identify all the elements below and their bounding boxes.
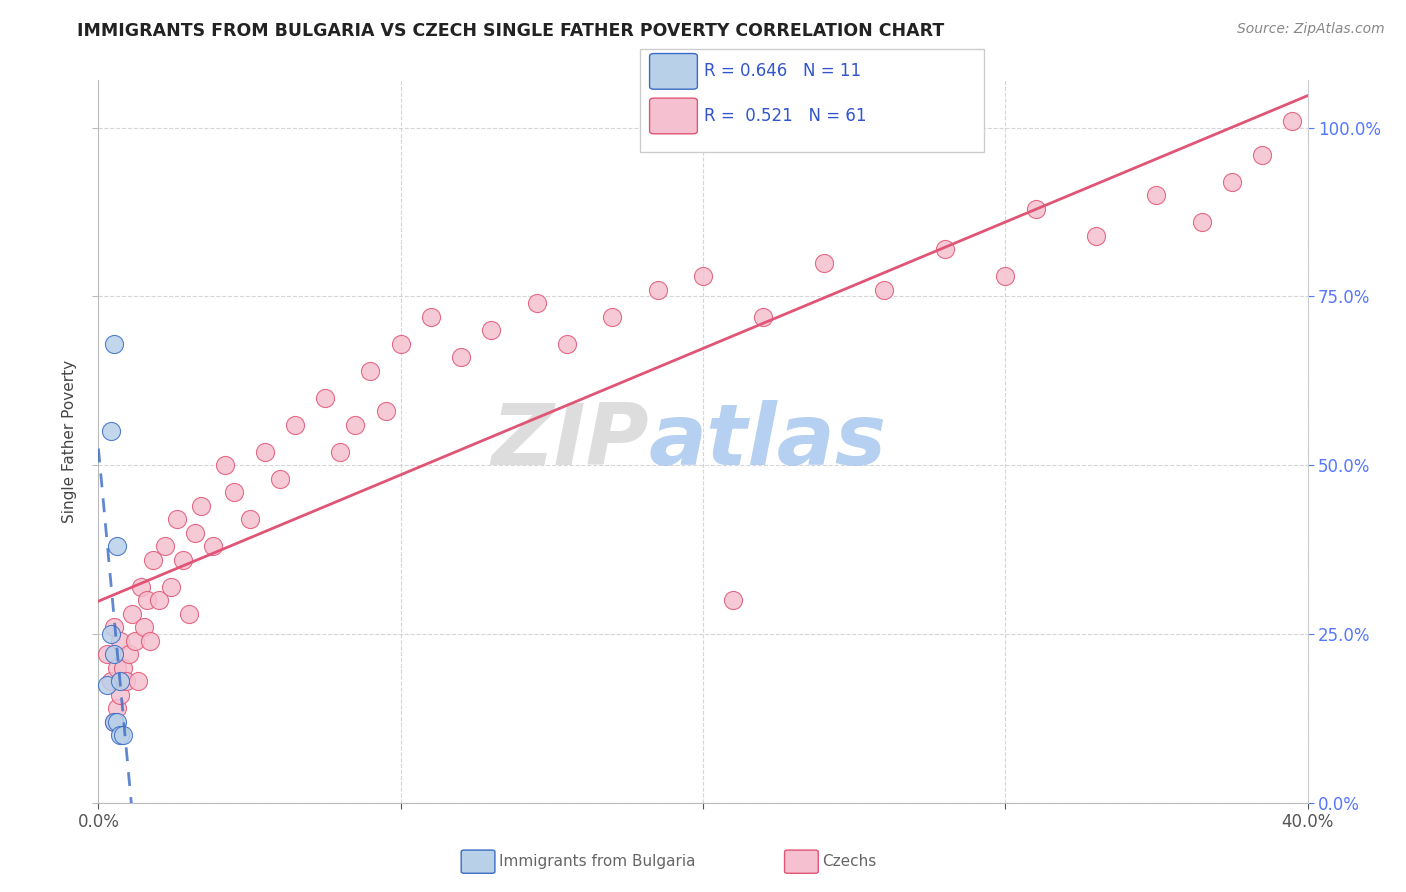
Point [450,350,472,364]
Point [934,242,956,256]
Point [269,472,291,486]
Point [103,647,125,661]
Point [108,688,131,702]
Text: IMMIGRANTS FROM BULGARIA VS CZECH SINGLE FATHER POVERTY CORRELATION CHART: IMMIGRANTS FROM BULGARIA VS CZECH SINGLE… [77,22,945,40]
Point [108,633,131,648]
Point [1024,202,1046,216]
Point [1220,175,1243,189]
Point [105,661,128,675]
Point [100,425,122,439]
Point [108,674,131,689]
Point [224,485,246,500]
Point [389,336,412,351]
Point [813,255,835,269]
Text: ZIP: ZIP [491,400,648,483]
Point [103,336,125,351]
Point [752,310,775,324]
Text: R =  0.521   N = 61: R = 0.521 N = 61 [704,107,868,125]
Point [1085,228,1108,243]
Point [103,714,125,729]
Point [96,647,118,661]
Point [284,417,307,432]
Point [555,336,578,351]
Point [179,607,201,621]
Point [873,283,896,297]
Point [420,310,443,324]
Text: Czechs: Czechs [823,855,877,869]
Point [108,728,131,742]
Point [103,620,125,634]
Point [172,552,194,566]
Text: Immigrants from Bulgaria: Immigrants from Bulgaria [499,855,696,869]
Point [314,391,336,405]
Point [723,593,745,607]
Point [1251,147,1274,161]
Point [214,458,236,472]
Point [166,512,188,526]
Point [153,539,176,553]
Point [105,539,128,553]
Y-axis label: Single Father Poverty: Single Father Poverty [62,360,77,523]
Point [481,323,503,337]
Point [118,647,141,661]
Point [139,633,162,648]
Point [239,512,262,526]
Point [121,607,143,621]
Point [114,674,136,689]
Point [647,283,669,297]
Point [1191,215,1213,229]
Point [142,552,165,566]
Point [111,661,134,675]
Point [994,269,1017,284]
Point [96,678,118,692]
Point [129,580,152,594]
Point [1281,113,1303,128]
Point [360,364,382,378]
Point [132,620,155,634]
Point [100,627,122,641]
Point [103,714,125,729]
Text: R = 0.646   N = 11: R = 0.646 N = 11 [704,62,862,80]
Point [1144,188,1167,202]
Point [329,444,352,458]
Point [105,714,128,729]
Point [148,593,170,607]
Point [111,728,134,742]
Point [253,444,276,458]
Point [344,417,367,432]
Point [602,310,624,324]
Point [124,633,146,648]
Point [202,539,225,553]
Point [100,674,122,689]
Point [127,674,149,689]
Point [526,296,548,310]
Text: Source: ZipAtlas.com: Source: ZipAtlas.com [1237,22,1385,37]
Point [374,404,396,418]
Point [160,580,183,594]
Point [105,701,128,715]
Point [184,525,207,540]
Text: atlas: atlas [648,400,887,483]
Point [692,269,714,284]
Point [190,499,212,513]
Point [135,593,157,607]
